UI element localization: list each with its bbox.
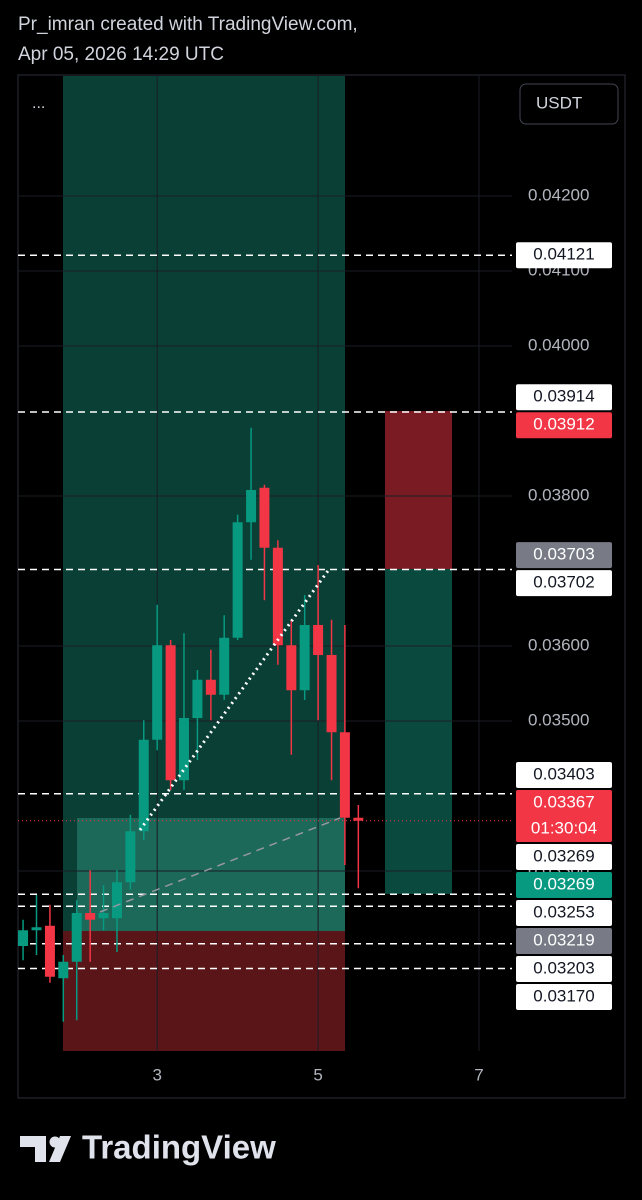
currency-label: USDT	[536, 93, 582, 112]
price-label: 0.03170	[533, 987, 594, 1006]
candle-body	[138, 739, 149, 832]
candle-body	[125, 831, 136, 883]
price-label-box	[516, 384, 612, 411]
price-label-box	[516, 570, 612, 597]
long-target-zone	[63, 76, 345, 931]
price-label: 0.03203	[533, 959, 594, 978]
candle-body	[339, 732, 350, 818]
candle-body	[44, 925, 55, 977]
price-label: 0.03219	[533, 931, 594, 950]
candle-body	[313, 625, 324, 655]
candle-body	[178, 718, 189, 781]
candle-body	[111, 882, 122, 919]
price-label: 0.03269	[533, 847, 594, 866]
projection-line	[99, 817, 341, 913]
price-label: 0.03367	[533, 793, 594, 812]
candle-body	[259, 487, 270, 548]
brand-name: TradingView	[82, 1129, 276, 1166]
price-label-box	[516, 762, 612, 789]
x-tick-label: 3	[152, 1065, 161, 1084]
price-label-box	[516, 984, 612, 1011]
candle-body	[85, 913, 96, 920]
y-tick-label: 0.03800	[528, 485, 589, 504]
price-label-box	[516, 928, 612, 955]
candle-body	[272, 547, 283, 646]
candle-body	[165, 645, 176, 781]
price-label-box	[516, 790, 612, 843]
x-tick-label: 7	[474, 1065, 483, 1084]
candle-body	[205, 679, 216, 695]
countdown: 01:30:04	[531, 819, 597, 838]
candle-body	[232, 522, 243, 638]
candle-body	[246, 490, 257, 523]
price-label: 0.03253	[533, 903, 594, 922]
candle-body	[58, 961, 69, 979]
logo-mark	[20, 1136, 46, 1162]
price-label: 0.03914	[533, 387, 594, 406]
candle-body	[219, 637, 230, 695]
price-lines	[18, 254, 512, 970]
candle-body	[98, 913, 109, 919]
price-label: 0.03269	[533, 875, 594, 894]
brand-logo: TradingView	[20, 1129, 276, 1166]
menu-button[interactable]: ...	[32, 95, 45, 112]
attribution: Pr_imran created with TradingView.com,	[18, 14, 358, 35]
x-tick-label: 5	[313, 1065, 322, 1084]
currency-button[interactable]	[519, 83, 619, 125]
price-labels: 0.04121 0.03914 0.03912 0.03703 0.03702 0.034…	[516, 242, 612, 1011]
price-label: 0.04121	[533, 245, 594, 264]
long-stop-zone	[63, 931, 345, 1051]
price-label-box	[516, 844, 612, 871]
candle-body	[353, 817, 364, 821]
candle-body	[18, 930, 29, 946]
y-tick-label: 0.03500	[528, 710, 589, 729]
candle-body	[326, 655, 337, 733]
timestamp: Apr 05, 2026 14:29 UTC	[18, 44, 224, 65]
price-label-box	[516, 242, 612, 269]
short-target-zone	[385, 569, 452, 894]
price-label-box	[516, 412, 612, 439]
logo-mark	[49, 1136, 71, 1162]
price-label-box	[516, 900, 612, 927]
price-label-box	[516, 956, 612, 983]
price-label: 0.03702	[533, 573, 594, 592]
candle-body	[152, 645, 163, 740]
candle-body	[31, 927, 42, 931]
price-label: 0.03403	[533, 765, 594, 784]
candle-body	[286, 645, 297, 691]
y-tick-label: 0.04000	[528, 335, 589, 354]
price-label-box	[516, 872, 612, 899]
candle-body	[192, 679, 203, 718]
candle-body	[71, 913, 82, 962]
y-tick-label: 0.04200	[528, 185, 589, 204]
price-label-box	[516, 542, 612, 569]
candle-body	[299, 625, 310, 691]
price-label: 0.03703	[533, 545, 594, 564]
short-stop-zone	[385, 411, 452, 569]
y-tick-label: 0.03600	[528, 635, 589, 654]
price-label: 0.03912	[533, 415, 594, 434]
candles	[18, 427, 364, 1022]
position-tools	[63, 76, 452, 1051]
